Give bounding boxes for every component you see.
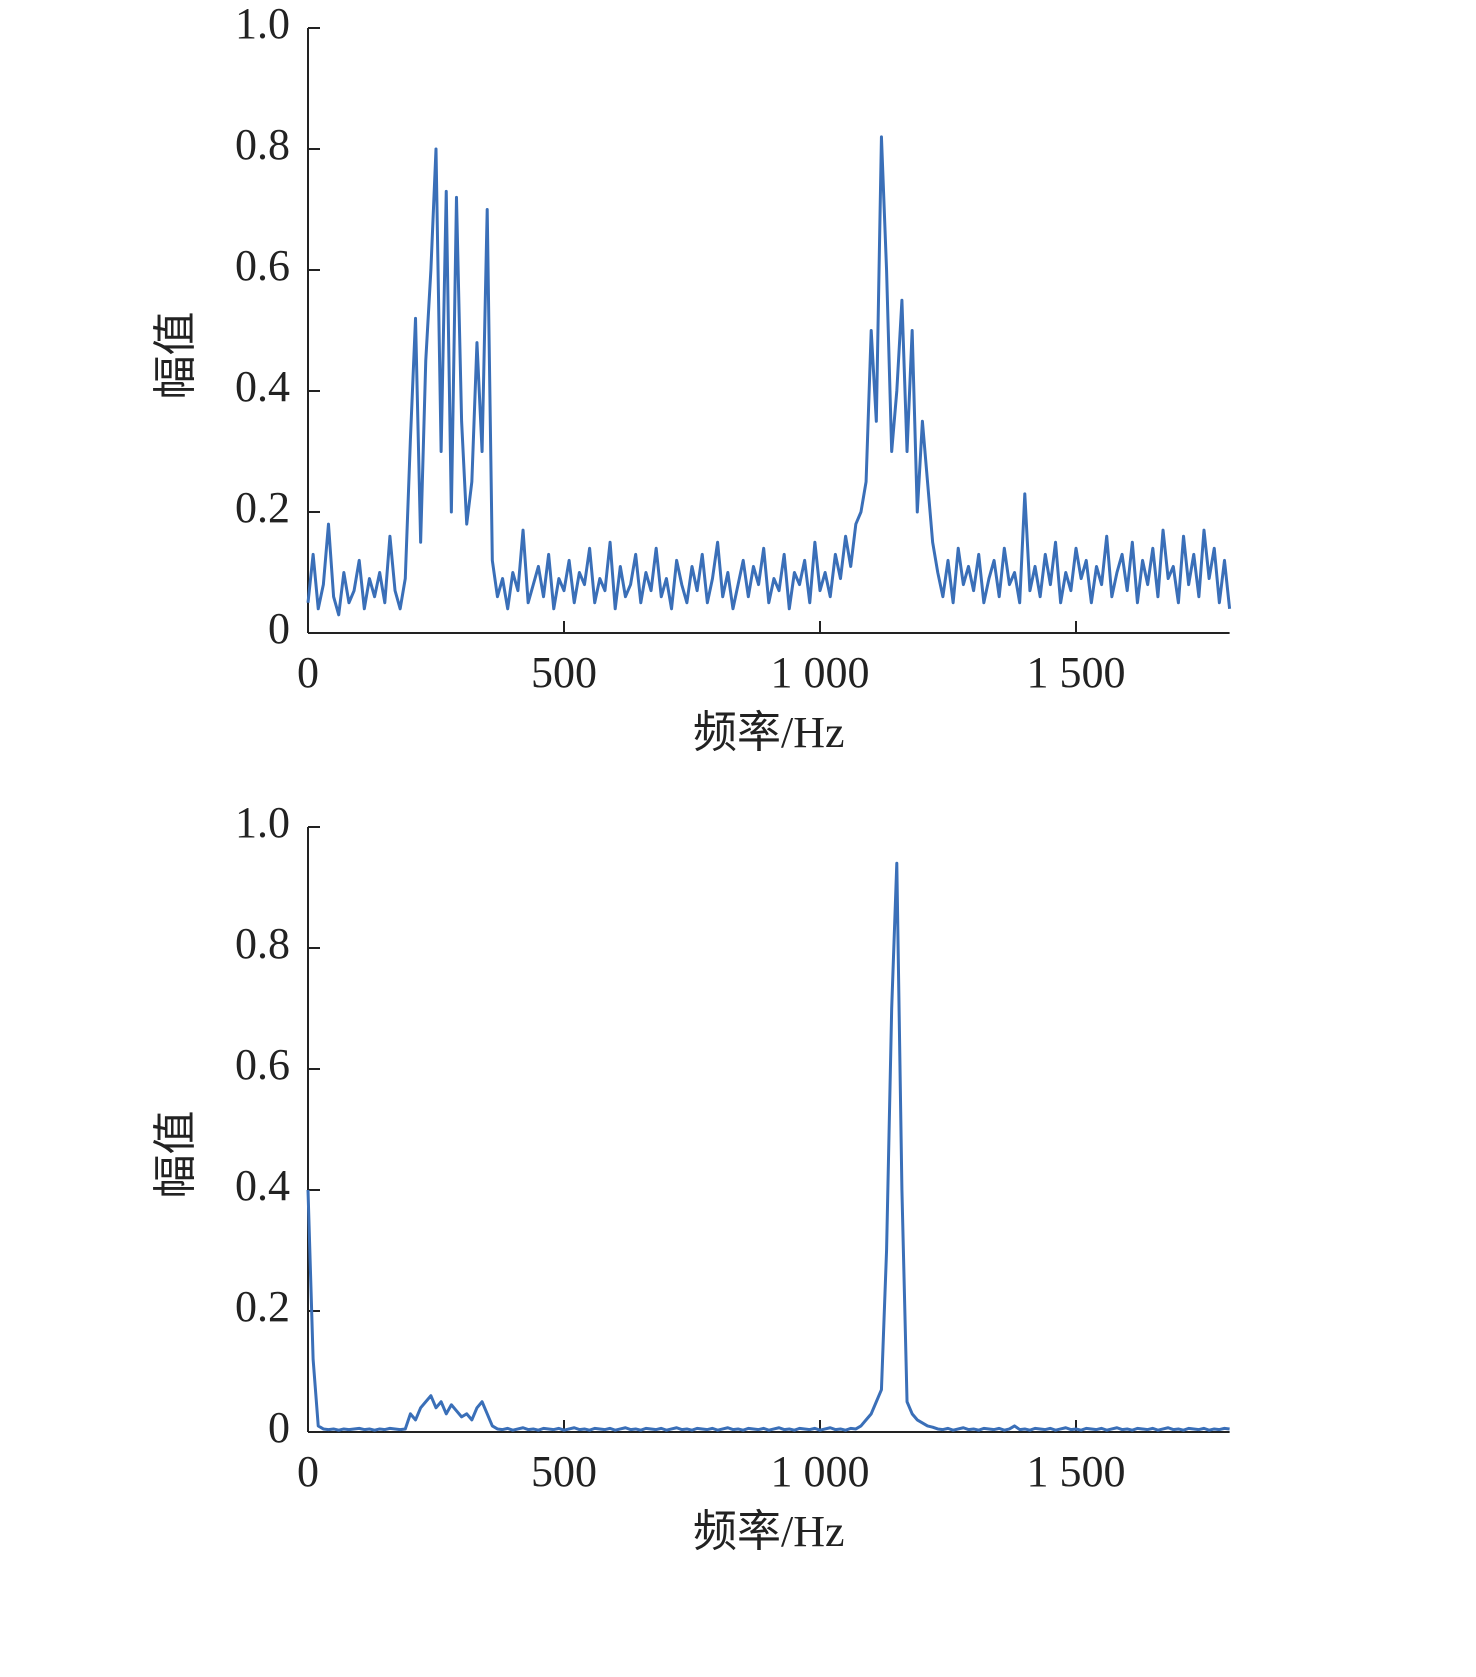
y-tick-label: 0.8: [235, 919, 290, 968]
x-tick-label: 0: [297, 648, 319, 697]
x-tick-label: 1 000: [771, 648, 870, 697]
y-tick-label: 0.2: [235, 483, 290, 532]
x-tick-label: 1 500: [1027, 1447, 1126, 1496]
x-tick-label: 1 000: [771, 1447, 870, 1496]
x-tick-label: 1 500: [1027, 648, 1126, 697]
y-tick-label: 0.8: [235, 120, 290, 169]
y-tick-label: 0.6: [235, 241, 290, 290]
spectrum-line: [306, 861, 1230, 1432]
y-axis-title: 幅值: [151, 312, 200, 400]
y-tick-label: 0: [268, 1403, 290, 1452]
y-tick-label: 0.4: [235, 1161, 290, 1210]
x-tick-label: 500: [531, 648, 597, 697]
x-tick-label: 500: [531, 1447, 597, 1496]
y-tick-label: 0.6: [235, 1040, 290, 1089]
x-axis-title: 频率/Hz: [693, 1507, 845, 1556]
y-tick-label: 1.0: [235, 798, 290, 847]
y-tick-label: 1.0: [235, 0, 290, 48]
spectrum-line: [306, 135, 1232, 617]
x-tick-label: 0: [297, 1447, 319, 1496]
y-tick-label: 0.4: [235, 362, 290, 411]
y-tick-label: 0.2: [235, 1282, 290, 1331]
x-axis-title: 频率/Hz: [693, 708, 845, 757]
y-axis-title: 幅值: [151, 1111, 200, 1199]
y-tick-label: 0: [268, 604, 290, 653]
